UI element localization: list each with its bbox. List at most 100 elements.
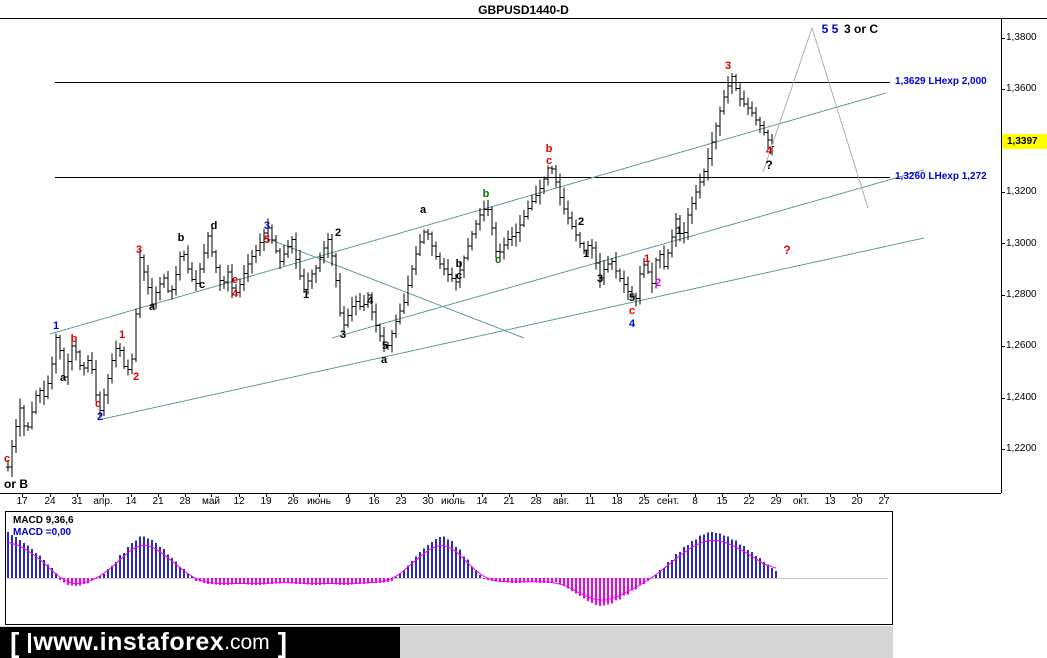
macd-histogram-bar xyxy=(283,578,285,584)
ohlc-bar xyxy=(314,264,318,283)
macd-histogram-bar xyxy=(639,578,641,586)
macd-histogram-bar xyxy=(191,576,193,578)
macd-histogram-bar xyxy=(667,562,669,578)
ohlc-bar xyxy=(194,270,198,292)
ohlc-bar xyxy=(394,314,398,338)
macd-histogram-bar xyxy=(439,536,441,578)
macd-histogram-bar xyxy=(75,578,77,586)
macd-histogram-bar xyxy=(731,539,733,578)
ohlc-bar xyxy=(254,245,258,264)
ohlc-bar xyxy=(10,439,14,478)
ohlc-bar xyxy=(50,356,54,390)
macd-histogram-bar xyxy=(299,578,301,584)
macd-histogram-bar xyxy=(379,578,381,583)
ohlc-bar xyxy=(722,89,726,115)
macd-histogram-bar xyxy=(315,578,317,585)
macd-histogram-bar xyxy=(395,577,397,578)
ohlc-bar xyxy=(134,308,138,362)
macd-histogram-bar xyxy=(127,546,129,578)
ohlc-bar xyxy=(150,277,154,308)
macd-histogram-bar xyxy=(303,578,305,585)
ohlc-bar xyxy=(218,264,222,291)
ohlc-bar xyxy=(530,194,534,211)
ohlc-bar xyxy=(54,333,58,374)
ohlc-bar xyxy=(302,268,306,293)
macd-histogram-bar xyxy=(671,559,673,578)
macd-histogram-bar xyxy=(631,578,633,591)
macd-histogram-bar xyxy=(59,578,61,580)
macd-histogram-bar xyxy=(335,578,337,585)
macd-histogram-bar xyxy=(239,578,241,584)
macd-histogram-bar xyxy=(679,551,681,578)
macd-histogram-bar xyxy=(479,575,481,578)
macd-histogram-bar xyxy=(291,578,293,584)
macd-histogram-bar xyxy=(455,546,457,578)
macd-histogram-bar xyxy=(507,578,509,583)
macd-histogram-bar xyxy=(511,578,513,583)
ohlc-bar xyxy=(462,255,466,279)
ohlc-bar xyxy=(638,266,642,305)
ohlc-bar xyxy=(310,269,314,289)
macd-histogram-bar xyxy=(147,538,149,578)
ohlc-bar xyxy=(702,168,706,187)
ohlc-bar xyxy=(526,200,530,220)
ohlc-bar xyxy=(338,273,342,317)
macd-histogram-bar xyxy=(99,576,101,578)
ohlc-bar xyxy=(14,419,18,453)
ohlc-bar xyxy=(18,398,22,437)
macd-histogram-bar xyxy=(611,578,613,604)
ohlc-bar xyxy=(366,292,370,309)
macd-histogram-bar xyxy=(543,578,545,583)
macd-histogram-bar xyxy=(175,561,177,578)
ohlc-bar xyxy=(486,200,490,216)
ohlc-bar xyxy=(458,261,462,289)
ohlc-bar xyxy=(598,253,602,288)
macd-histogram-bar xyxy=(603,578,605,606)
chart-title: GBPUSD1440-D xyxy=(478,3,569,17)
ohlc-bar xyxy=(618,268,622,283)
macd-histogram-bar xyxy=(559,578,561,584)
ohlc-bar xyxy=(510,226,514,246)
ohlc-bar xyxy=(82,362,86,376)
ohlc-bar xyxy=(470,231,474,251)
macd-histogram-bar xyxy=(715,532,717,578)
macd-histogram-bar xyxy=(423,548,425,578)
macd-histogram-bar xyxy=(587,578,589,601)
ohlc-bar xyxy=(410,265,414,289)
macd-histogram-bar xyxy=(339,578,341,585)
macd-histogram-bar xyxy=(567,578,569,589)
macd-histogram-bar xyxy=(627,578,629,595)
macd-histogram-bar xyxy=(247,578,249,585)
macd-histogram-bar xyxy=(171,558,173,578)
ohlc-bar xyxy=(742,90,746,108)
macd-histogram-bar xyxy=(427,545,429,578)
macd-histogram-bar xyxy=(275,578,277,584)
macd-histogram-bar xyxy=(563,578,565,586)
ohlc-bar xyxy=(590,239,594,259)
projection-line xyxy=(811,27,869,209)
ohlc-bar xyxy=(454,274,458,291)
macd-histogram-bar xyxy=(691,540,693,578)
macd-histogram-bar xyxy=(435,539,437,578)
ohlc-bar xyxy=(678,215,682,242)
ohlc-bar xyxy=(494,221,498,259)
macd-histogram-bar xyxy=(743,545,745,578)
ohlc-bar xyxy=(662,245,666,270)
ohlc-bar xyxy=(446,259,450,283)
ohlc-bar xyxy=(538,179,542,205)
macd-histogram-bar xyxy=(55,573,57,578)
macd-histogram-bar xyxy=(331,578,333,585)
ohlc-bar xyxy=(34,390,38,415)
macd-histogram-bar xyxy=(575,578,577,594)
macd-histogram-bar xyxy=(207,578,209,584)
macd-histogram-bar xyxy=(735,540,737,578)
ohlc-bar xyxy=(350,297,354,322)
ohlc-bar xyxy=(422,229,426,244)
macd-histogram-bar xyxy=(699,535,701,578)
ohlc-bar xyxy=(630,286,634,299)
ohlc-bar xyxy=(562,187,566,215)
macd-histogram-bar xyxy=(195,578,197,581)
ohlc-bar xyxy=(42,380,46,406)
ohlc-bar xyxy=(558,173,562,206)
